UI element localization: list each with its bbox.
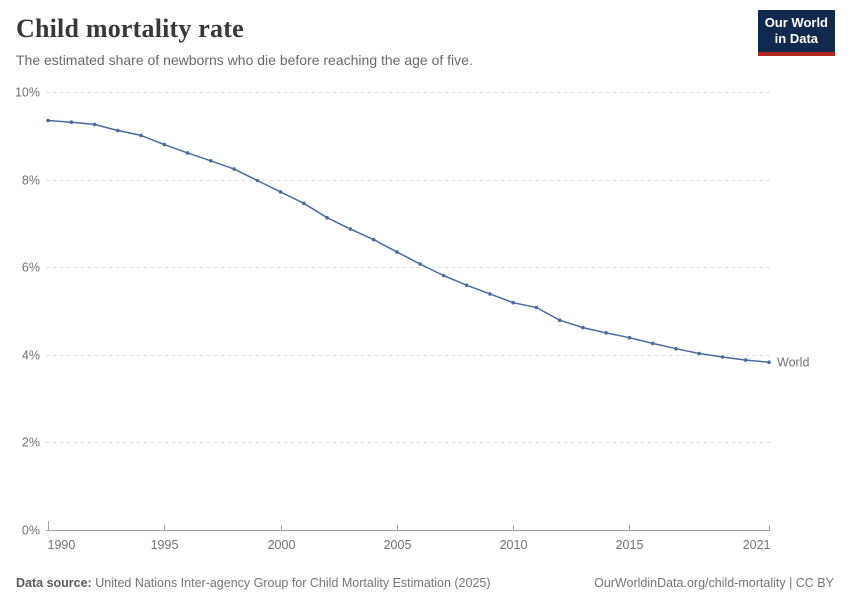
- data-point[interactable]: [581, 325, 585, 330]
- data-point[interactable]: [302, 201, 306, 206]
- owid-logo[interactable]: Our World in Data: [757, 10, 835, 56]
- data-point[interactable]: [185, 151, 190, 155]
- data-point[interactable]: [511, 300, 515, 305]
- y-tick-label: 0%: [22, 524, 40, 538]
- chart-subtitle: The estimated share of newborns who die …: [16, 52, 473, 68]
- y-tick-label: 2%: [22, 436, 40, 450]
- x-tick-label: 1995: [151, 538, 179, 552]
- data-point[interactable]: [162, 142, 167, 147]
- x-tick-label: 1990: [48, 538, 76, 552]
- data-point[interactable]: [139, 133, 143, 138]
- data-point[interactable]: [674, 346, 678, 351]
- data-point[interactable]: [650, 341, 655, 346]
- data-line-world[interactable]: [47, 119, 770, 363]
- data-point[interactable]: [46, 118, 50, 123]
- data-point[interactable]: [720, 355, 725, 359]
- data-point[interactable]: [209, 159, 213, 163]
- data-point[interactable]: [743, 358, 748, 362]
- data-point[interactable]: [441, 273, 446, 278]
- data-point[interactable]: [488, 292, 492, 296]
- data-point[interactable]: [69, 120, 74, 124]
- x-tick-label: 2021: [743, 538, 771, 552]
- data-source: Data source: United Nations Inter-agency…: [16, 576, 491, 590]
- data-source-text: United Nations Inter-agency Group for Ch…: [95, 576, 491, 590]
- owid-logo-line2: in Data: [774, 31, 819, 47]
- data-point[interactable]: [348, 227, 353, 231]
- y-tick-label: 10%: [15, 86, 40, 100]
- data-source-label: Data source:: [16, 576, 92, 590]
- data-point[interactable]: [767, 360, 771, 365]
- data-point[interactable]: [371, 237, 376, 242]
- x-tick-label: 2005: [384, 538, 412, 552]
- data-point[interactable]: [697, 351, 701, 356]
- data-point[interactable]: [255, 178, 260, 183]
- data-point[interactable]: [534, 305, 539, 310]
- x-tick-label: 2010: [500, 538, 528, 552]
- data-point[interactable]: [92, 122, 97, 127]
- data-point[interactable]: [627, 335, 632, 340]
- data-point[interactable]: [232, 167, 236, 171]
- data-point[interactable]: [418, 262, 422, 266]
- y-tick-label: 4%: [22, 349, 40, 363]
- y-tick-label: 6%: [22, 261, 40, 275]
- page-title: Child mortality rate: [16, 14, 244, 43]
- data-point[interactable]: [604, 331, 608, 335]
- data-point[interactable]: [278, 190, 283, 194]
- data-point[interactable]: [395, 250, 399, 254]
- series-end-label[interactable]: World: [777, 356, 809, 370]
- data-point[interactable]: [116, 128, 120, 133]
- y-tick-label: 8%: [22, 174, 40, 188]
- x-tick-label: 2015: [616, 538, 644, 552]
- data-point[interactable]: [325, 215, 329, 220]
- x-tick-label: 2000: [268, 538, 296, 552]
- data-point[interactable]: [557, 318, 562, 323]
- data-point[interactable]: [464, 283, 469, 288]
- owid-logo-line1: Our World: [764, 15, 828, 30]
- chart-footer: Data source: United Nations Inter-agency…: [16, 576, 834, 590]
- attribution-link[interactable]: OurWorldinData.org/child-mortality | CC …: [594, 576, 834, 590]
